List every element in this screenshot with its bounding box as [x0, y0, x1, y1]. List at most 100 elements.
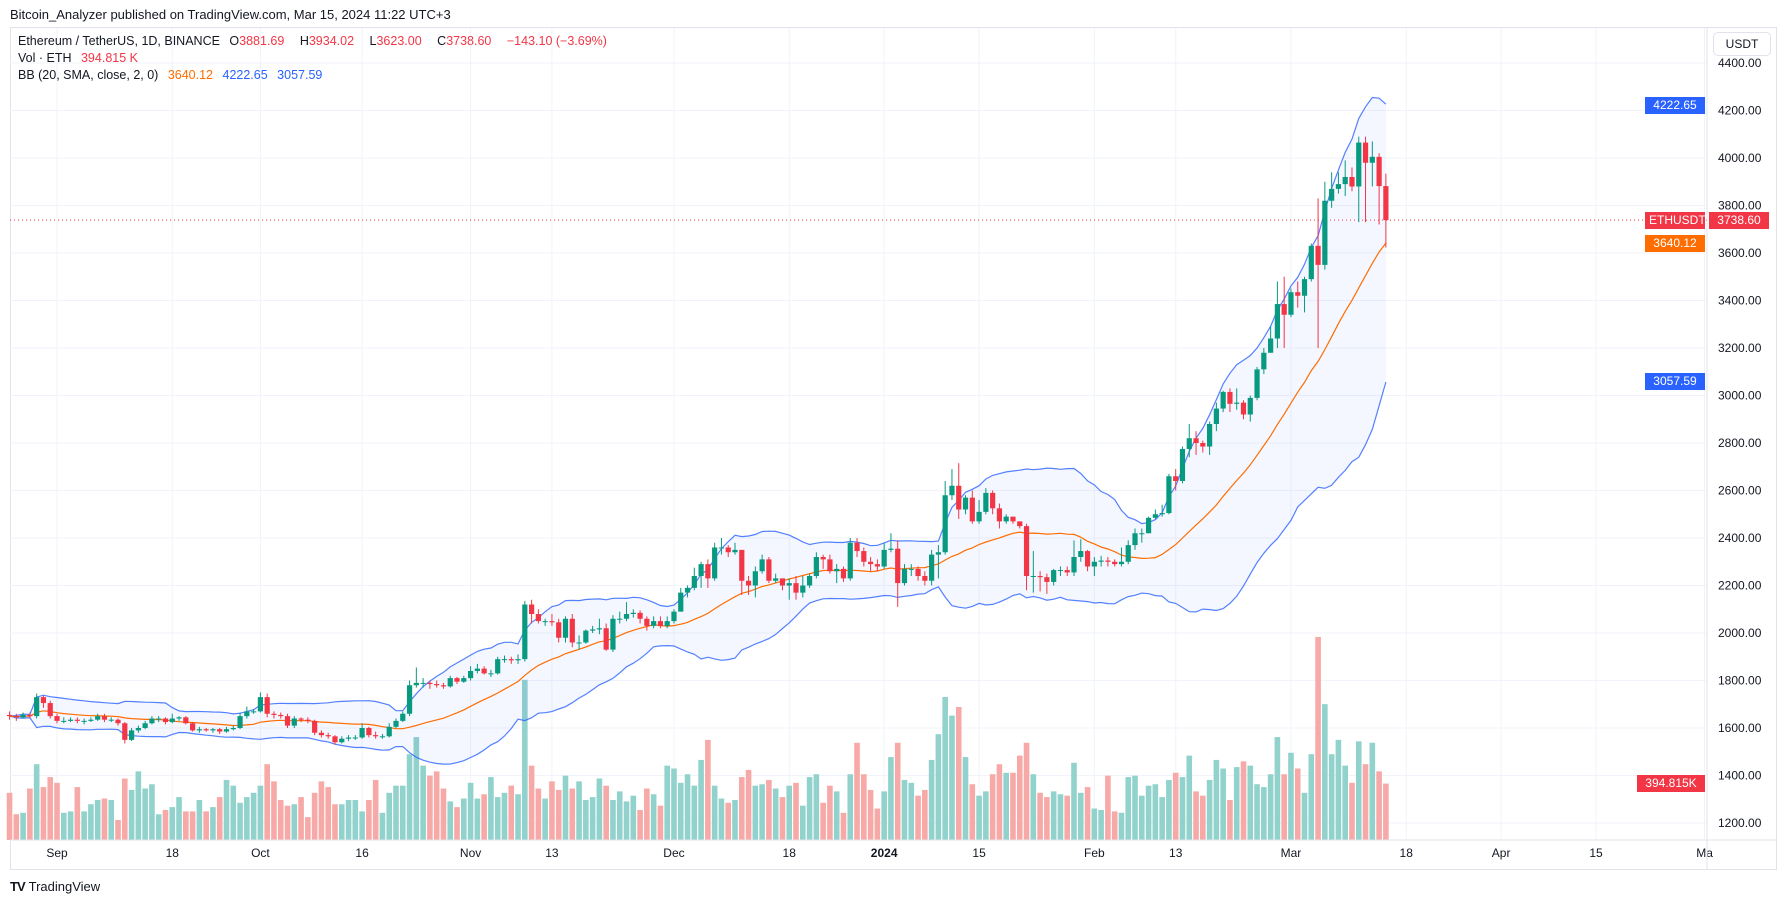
- volume-bar: [20, 812, 26, 840]
- candle-body: [1308, 245, 1314, 280]
- volume-bar: [515, 794, 521, 840]
- candle-body: [1003, 516, 1009, 522]
- candle-body: [20, 714, 26, 718]
- volume-bar: [1355, 741, 1362, 840]
- symbol-title[interactable]: Ethereum / TetherUS, 1D, BINANCE: [18, 34, 220, 48]
- candle-body: [630, 612, 636, 614]
- volume-bar: [1213, 759, 1220, 840]
- candle-body: [1071, 557, 1077, 573]
- volume-bar: [1071, 762, 1077, 840]
- candle-body: [1335, 184, 1342, 189]
- volume-bar: [67, 811, 74, 840]
- candle-body: [1281, 304, 1287, 315]
- candle-body: [515, 659, 521, 661]
- volume-bar: [94, 799, 101, 840]
- candle-body: [847, 542, 853, 579]
- volume-bar: [1057, 794, 1064, 840]
- candle-body: [108, 719, 114, 721]
- bb-label[interactable]: BB (20, SMA, close, 2, 0): [18, 68, 159, 82]
- candle-body: [576, 642, 582, 644]
- price-tick-label: 4000.00: [1718, 151, 1762, 165]
- candle-body: [712, 547, 718, 579]
- price-tick-label: 1400.00: [1718, 769, 1762, 783]
- candle-body: [162, 718, 169, 723]
- candle-body: [956, 485, 962, 510]
- volume-bar: [644, 788, 650, 840]
- open-value: 3881.69: [239, 34, 285, 48]
- volume-bar: [1369, 742, 1376, 840]
- volume-label[interactable]: Vol · ETH: [18, 51, 72, 65]
- candle-body: [976, 511, 982, 522]
- candle-body: [237, 716, 243, 728]
- volume-value: 394.815 K: [80, 51, 138, 65]
- volume-bar: [230, 785, 237, 840]
- candle-body: [6, 714, 13, 717]
- volume-bar: [1281, 774, 1287, 840]
- tradingview-logo[interactable]: TV TradingView: [10, 879, 100, 894]
- volume-bar: [1037, 792, 1043, 840]
- candle-body: [766, 559, 772, 581]
- volume-bar: [949, 715, 955, 840]
- volume-bar: [433, 771, 440, 840]
- candle-body: [40, 697, 47, 704]
- volume-bar: [562, 775, 569, 840]
- volume-bar: [108, 799, 115, 840]
- volume-bar: [596, 778, 603, 840]
- candle-body: [379, 736, 386, 738]
- volume-bar: [1003, 772, 1009, 840]
- volume-bar: [1322, 704, 1328, 840]
- volume-bar: [237, 802, 243, 840]
- volume-bar: [338, 804, 345, 840]
- volume-bar: [535, 788, 542, 840]
- candle-body: [305, 719, 311, 721]
- volume-bar: [1267, 774, 1274, 840]
- volume-bar: [759, 784, 765, 840]
- volume-bar: [576, 781, 582, 840]
- volume-bar: [467, 782, 474, 840]
- date-tick-label: Feb: [1084, 846, 1105, 860]
- candle-body: [1112, 561, 1118, 565]
- volume-bar: [155, 814, 162, 840]
- candle-body: [1200, 443, 1206, 447]
- candle-body: [1186, 438, 1192, 449]
- volume-bar: [1016, 755, 1023, 840]
- candle-body: [339, 738, 345, 743]
- candle-body: [895, 548, 901, 584]
- candle-body: [1030, 576, 1036, 577]
- volume-bar: [454, 807, 460, 840]
- volume-bar: [372, 779, 379, 840]
- volume-bar: [922, 789, 928, 840]
- volume-tag: 394.815K: [1637, 775, 1705, 793]
- currency-unit-button[interactable]: USDT: [1713, 32, 1771, 56]
- candle-body: [88, 719, 94, 721]
- volume-bar: [718, 798, 725, 840]
- date-tick-label: 15: [972, 846, 986, 860]
- volume-bar: [555, 789, 562, 840]
- volume-bar: [603, 785, 609, 840]
- candle-body: [434, 684, 440, 686]
- bb-upper-line: [9, 96, 1387, 717]
- volume-bar: [1308, 754, 1315, 840]
- volume-bar: [908, 782, 915, 840]
- candle-body: [142, 723, 148, 728]
- volume-bar: [1193, 791, 1199, 840]
- volume-bar: [352, 799, 359, 840]
- candle-body: [1234, 402, 1240, 404]
- candle-body: [156, 718, 162, 720]
- volume-bar: [1010, 772, 1016, 840]
- candle-body: [169, 718, 175, 723]
- candle-body: [27, 714, 33, 717]
- candle-body: [1084, 551, 1091, 567]
- candle-body: [637, 612, 643, 619]
- candle-body: [915, 568, 921, 576]
- volume-bar: [40, 787, 47, 840]
- date-tick-label: Sep: [46, 846, 68, 860]
- volume-bar: [1172, 772, 1179, 840]
- bb-upper-value: 4222.65: [222, 68, 268, 82]
- volume-bar: [6, 792, 13, 840]
- axes: 1200.00 1400.00 1600.00 1800.00 2000.00 2200.…: [10, 28, 1777, 870]
- candle-body: [664, 621, 670, 626]
- price-tick-label: 1800.00: [1718, 674, 1762, 688]
- candle-body: [793, 583, 799, 593]
